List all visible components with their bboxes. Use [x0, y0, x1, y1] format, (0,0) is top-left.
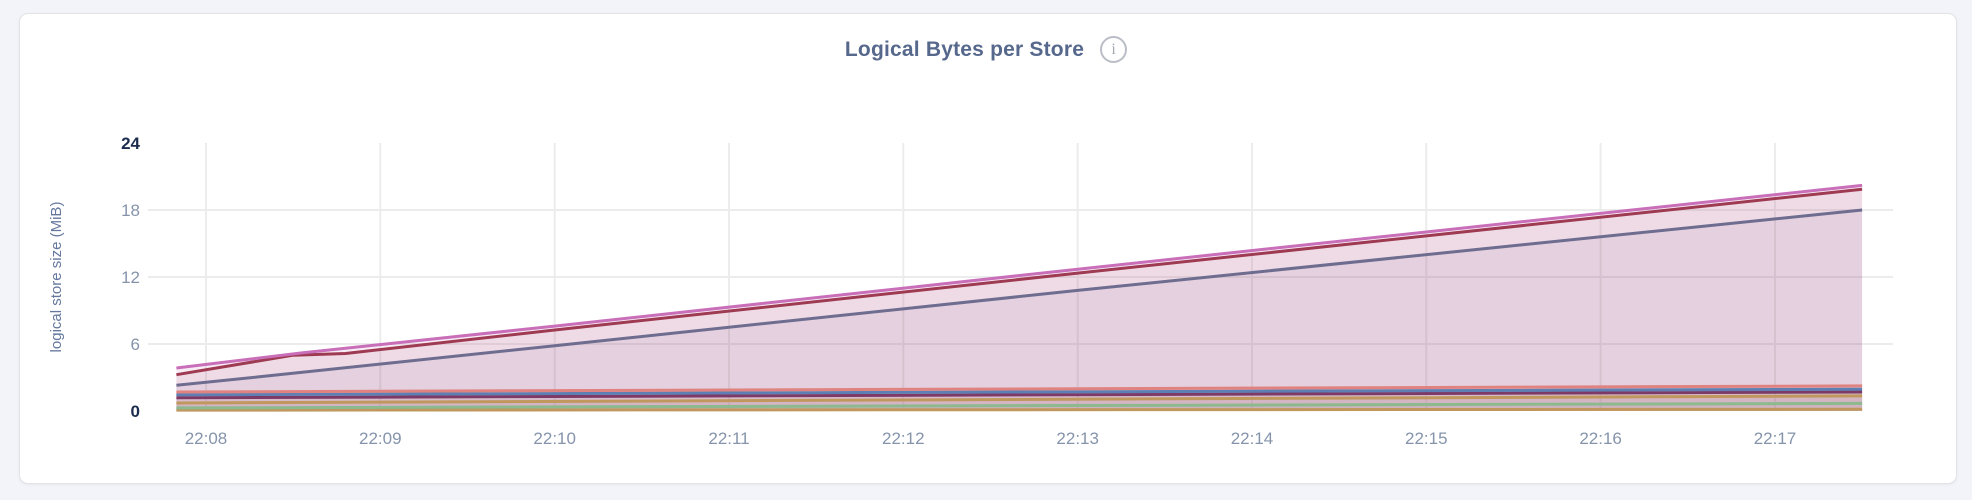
x-tick-label: 22:08 [185, 429, 228, 448]
series-line-salmon [176, 384, 1863, 394]
info-icon-glyph: i [1111, 40, 1116, 58]
series-line-pink [176, 183, 1863, 370]
series-area-slate-purple [176, 210, 1863, 411]
x-tick-label: 22:12 [882, 429, 925, 448]
x-tick-label: 22:16 [1579, 429, 1622, 448]
x-tick-label: 22:15 [1405, 429, 1448, 448]
series-line-green [176, 401, 1863, 410]
x-tick-label: 22:09 [359, 429, 402, 448]
series-area-pink [176, 185, 1863, 411]
y-axis-title: logical store size (MiB) [48, 202, 65, 353]
x-tick-label: 22:14 [1231, 429, 1274, 448]
series-line-slate-purple [176, 208, 1863, 387]
info-icon[interactable]: i [1100, 36, 1128, 63]
x-tick-label: 22:17 [1754, 429, 1797, 448]
x-tick-label: 22:11 [708, 429, 749, 448]
x-tick-label: 22:10 [533, 429, 576, 448]
chart-header: Logical Bytes per Store i [0, 36, 1972, 63]
series-line-dark-red [176, 187, 1863, 377]
y-tick-label: 12 [121, 268, 140, 287]
series-line-gold-lower [176, 407, 1863, 412]
series-area-dark-red [176, 189, 1863, 411]
series-line-plum [176, 390, 1863, 400]
y-tick-label: 0 [131, 402, 140, 421]
y-tick-label: 18 [121, 201, 140, 220]
series-line-blue [176, 387, 1863, 397]
y-tick-label: 24 [121, 134, 140, 153]
y-tick-label: 6 [131, 335, 140, 354]
series-line-gold-upper [176, 394, 1863, 405]
chart-title: Logical Bytes per Store [844, 37, 1085, 61]
x-tick-label: 22:13 [1056, 429, 1099, 448]
